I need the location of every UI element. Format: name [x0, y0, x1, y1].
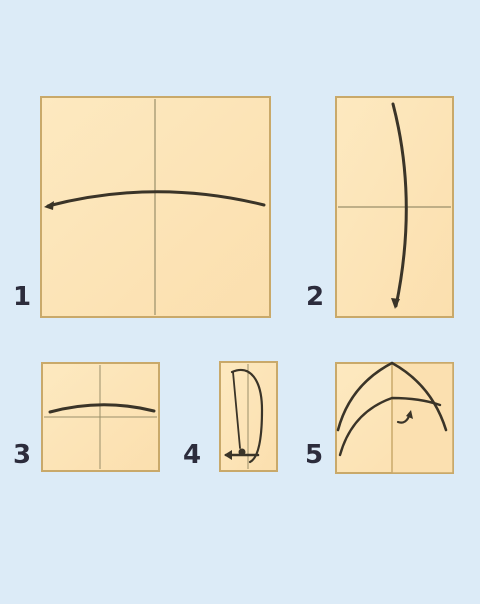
step-5-folded-flap: [391, 362, 454, 474]
step-2-arrowhead: [391, 298, 400, 309]
step-5-diagram: [335, 361, 454, 474]
step-1-arrowhead: [44, 201, 54, 210]
step-4-pivot-dot: [238, 448, 246, 456]
step-4-arrowhead: [224, 450, 232, 460]
step-2-number: 2: [306, 282, 325, 312]
step-3-number: 3: [13, 440, 32, 470]
step-5-inner-curve: [338, 396, 442, 457]
step-5-number: 5: [305, 440, 324, 470]
step-1-fold-arrow: [46, 190, 266, 208]
step-3-fold-arrow: [48, 403, 156, 414]
step-4-number: 4: [183, 440, 202, 470]
step-4-flap-outline: [232, 371, 241, 449]
step-1-diagram: [40, 96, 271, 318]
step-4-diagram: [219, 361, 278, 472]
step-2-diagram: [335, 96, 454, 318]
step-1-number: 1: [13, 282, 32, 312]
step-5-arrowhead: [406, 410, 413, 419]
step-3-diagram: [41, 362, 160, 472]
step-5-outer-curve: [336, 361, 448, 432]
step-2-fold-arrow: [391, 102, 408, 308]
